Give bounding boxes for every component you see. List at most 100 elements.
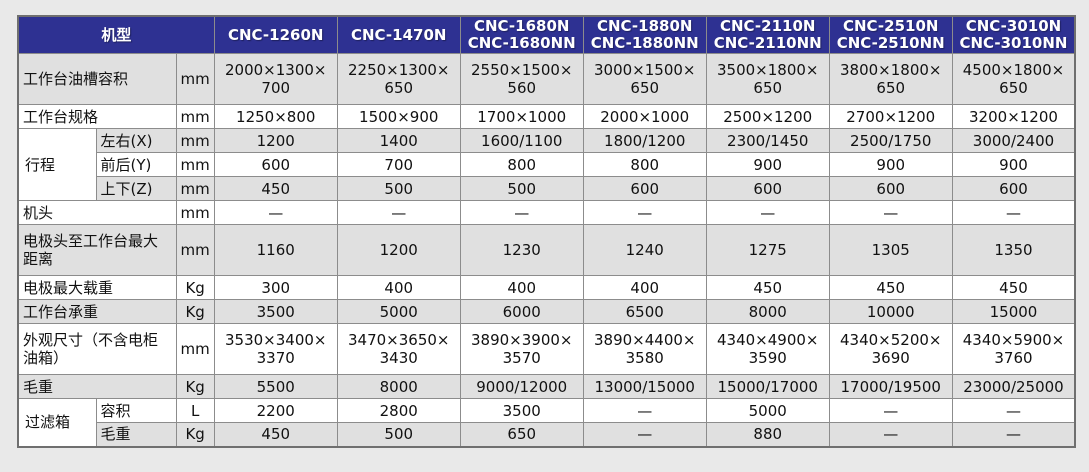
- row-label-cell: 外观尺寸（不含电柜油箱）: [17, 323, 177, 375]
- value-cell: 3500×1800× 650: [705, 53, 830, 105]
- unit-cell: mm: [175, 176, 215, 201]
- value-cell: —: [582, 398, 707, 423]
- value-cell: 880: [705, 422, 830, 447]
- value-cell: 13000/15000: [582, 374, 707, 399]
- model-label-header: 机型: [17, 15, 215, 54]
- value-cell: 3000×1500× 650: [582, 53, 707, 105]
- sub-label-cell: 毛重: [95, 422, 177, 447]
- value-cell: 600: [213, 152, 338, 177]
- row-label-cell: 电极头至工作台最大距离: [17, 224, 177, 276]
- value-cell: —: [951, 422, 1076, 447]
- table-row: 外观尺寸（不含电柜油箱） mm 3530×3400× 3370 3470×365…: [17, 323, 1076, 375]
- row-group-cell: 行程: [17, 128, 97, 201]
- value-cell: —: [828, 398, 953, 423]
- value-cell: —: [213, 200, 338, 225]
- value-cell: 800: [582, 152, 707, 177]
- value-cell: 10000: [828, 299, 953, 324]
- value-cell: 15000/17000: [705, 374, 830, 399]
- row-group-cell: 过滤箱: [17, 398, 97, 447]
- table-row: 电极最大载重 Kg 300 400 400 400 450 450 450: [17, 275, 1076, 300]
- value-cell: 650: [459, 422, 584, 447]
- value-cell: 1275: [705, 224, 830, 276]
- value-cell: 400: [582, 275, 707, 300]
- unit-cell: Kg: [175, 374, 215, 399]
- value-cell: —: [459, 200, 584, 225]
- table-row: 上下(Z) mm 450 500 500 600 600 600 600: [18, 176, 1076, 201]
- value-cell: —: [705, 200, 830, 225]
- value-cell: 600: [705, 176, 830, 201]
- row-label-cell: 电极最大载重: [17, 275, 177, 300]
- row-label-cell: 工作台油槽容积: [17, 53, 177, 105]
- sub-label-cell: 前后(Y): [95, 152, 177, 177]
- value-cell: 1500×900: [336, 104, 461, 129]
- value-cell: 2500×1200: [705, 104, 830, 129]
- sub-label-cell: 容积: [95, 398, 177, 423]
- row-label-cell: 机头: [17, 200, 177, 225]
- value-cell: 3000/2400: [951, 128, 1076, 153]
- value-cell: 2200: [213, 398, 338, 423]
- value-cell: 800: [459, 152, 584, 177]
- value-cell: 400: [336, 275, 461, 300]
- machine-spec-table: 机型 CNC-1260N CNC-1470N CNC-1680N CNC-168…: [17, 15, 1077, 448]
- unit-cell: mm: [175, 104, 215, 129]
- unit-cell: mm: [175, 200, 215, 225]
- unit-cell: mm: [175, 323, 215, 375]
- model-header-cell: CNC-2510N CNC-2510NN: [828, 15, 953, 54]
- sub-label-cell: 左右(X): [95, 128, 177, 153]
- value-cell: 2300/1450: [705, 128, 830, 153]
- value-cell: 6500: [582, 299, 707, 324]
- value-cell: 8000: [336, 374, 461, 399]
- unit-cell: Kg: [175, 299, 215, 324]
- value-cell: 4340×4900× 3590: [705, 323, 830, 375]
- value-cell: 3500: [213, 299, 338, 324]
- value-cell: 600: [828, 176, 953, 201]
- value-cell: 1305: [828, 224, 953, 276]
- unit-cell: Kg: [175, 275, 215, 300]
- value-cell: 4500×1800× 650: [951, 53, 1076, 105]
- value-cell: 3890×4400× 3580: [582, 323, 707, 375]
- value-cell: 17000/19500: [828, 374, 953, 399]
- unit-cell: mm: [175, 128, 215, 153]
- unit-cell: mm: [175, 53, 215, 105]
- value-cell: 900: [951, 152, 1076, 177]
- value-cell: 500: [336, 422, 461, 447]
- row-label-cell: 工作台规格: [17, 104, 177, 129]
- value-cell: 450: [951, 275, 1076, 300]
- value-cell: 6000: [459, 299, 584, 324]
- value-cell: —: [582, 200, 707, 225]
- value-cell: 450: [213, 422, 338, 447]
- value-cell: 500: [336, 176, 461, 201]
- value-cell: 3530×3400× 3370: [213, 323, 338, 375]
- value-cell: 300: [213, 275, 338, 300]
- model-header-cell: CNC-3010N CNC-3010NN: [951, 15, 1076, 54]
- value-cell: 1700×1000: [459, 104, 584, 129]
- table-row: 过滤箱 容积 L 2200 2800 3500 — 5000 — —: [17, 398, 1076, 447]
- table-row: 毛重 Kg 5500 8000 9000/12000 13000/15000 1…: [17, 374, 1076, 399]
- value-cell: 1240: [582, 224, 707, 276]
- model-header-cell: CNC-1260N: [213, 15, 338, 54]
- table-row: 机头 mm — — — — — — —: [17, 200, 1076, 225]
- value-cell: 1230: [459, 224, 584, 276]
- value-cell: 3200×1200: [951, 104, 1076, 129]
- unit-cell: mm: [175, 152, 215, 177]
- value-cell: 700: [336, 152, 461, 177]
- value-cell: 3500: [459, 398, 584, 423]
- value-cell: 15000: [951, 299, 1076, 324]
- table-row: 工作台油槽容积 mm 2000×1300× 700 2250×1300× 650…: [17, 53, 1076, 105]
- value-cell: 1400: [336, 128, 461, 153]
- value-cell: —: [951, 398, 1076, 423]
- value-cell: —: [582, 422, 707, 447]
- value-cell: —: [951, 200, 1076, 225]
- value-cell: 8000: [705, 299, 830, 324]
- value-cell: 1200: [213, 128, 338, 153]
- table-row: 前后(Y) mm 600 700 800 800 900 900 900: [18, 152, 1076, 177]
- value-cell: 3470×3650× 3430: [336, 323, 461, 375]
- value-cell: 600: [582, 176, 707, 201]
- value-cell: 9000/12000: [459, 374, 584, 399]
- value-cell: 450: [705, 275, 830, 300]
- value-cell: 900: [705, 152, 830, 177]
- value-cell: 4340×5200× 3690: [828, 323, 953, 375]
- value-cell: 5000: [336, 299, 461, 324]
- table-row: 电极头至工作台最大距离 mm 1160 1200 1230 1240 1275 …: [17, 224, 1076, 276]
- model-header-cell: CNC-1470N: [336, 15, 461, 54]
